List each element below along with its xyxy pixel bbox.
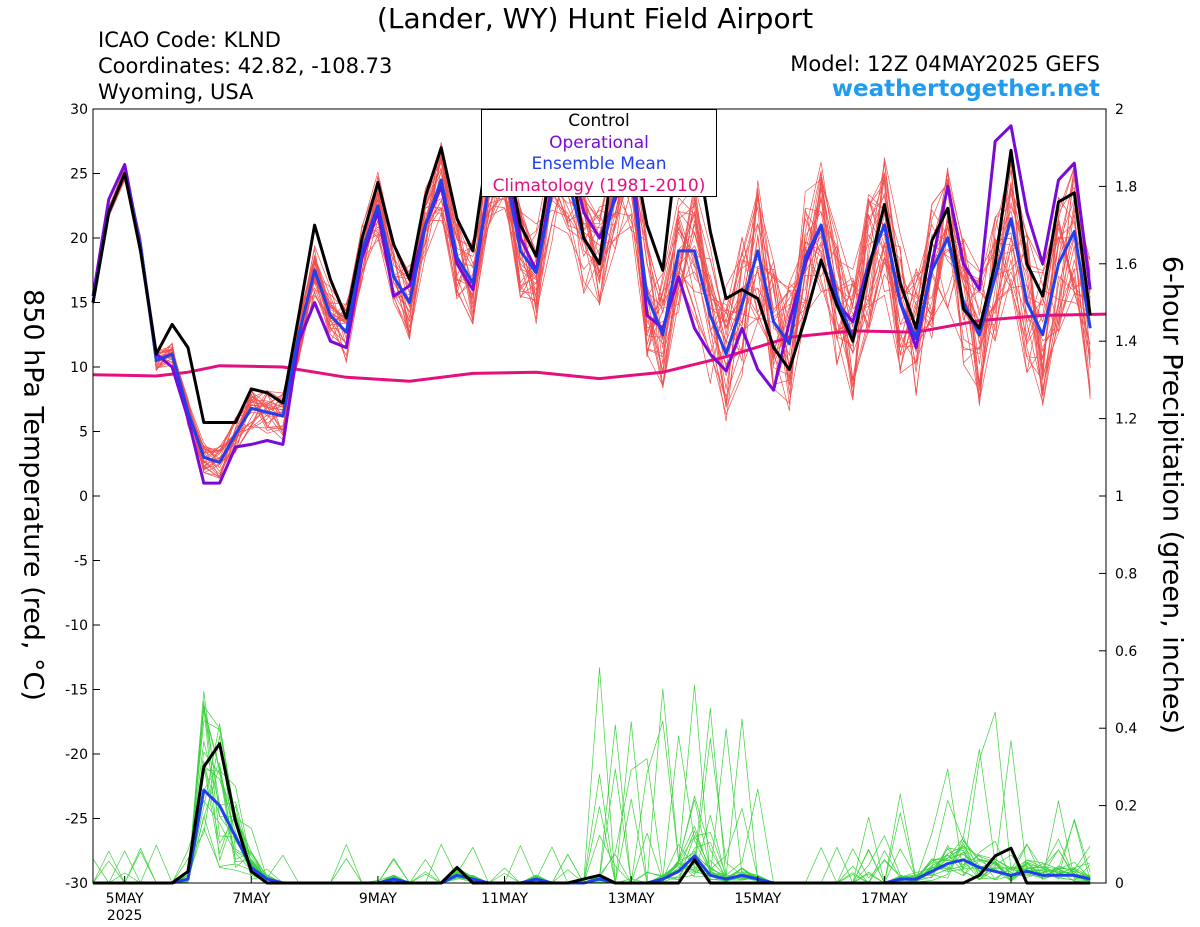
x-tick-label: 7MAY <box>232 891 270 907</box>
y2-tick-label: 1.6 <box>1115 257 1137 273</box>
icao-code: ICAO Code: KLND <box>98 28 281 52</box>
y-tick-label: 10 <box>70 360 88 376</box>
ensemble-temperature-member-line <box>92 135 1091 451</box>
y2-tick-label: 0.6 <box>1115 644 1137 660</box>
y2-tick-label: 0.4 <box>1115 721 1137 737</box>
y-tick-label: -25 <box>65 812 88 828</box>
y-axis-label-left: 850 hPa Temperature (red, °C) <box>17 289 49 701</box>
x-tick-label: 17MAY <box>861 891 908 907</box>
ensemble-mean-precipitation-line <box>93 788 1091 885</box>
main-series-lines <box>91 124 1107 885</box>
y-tick-label: 25 <box>70 167 88 183</box>
x-tick-label: 13MAY <box>608 891 655 907</box>
ensemble-precipitation-member-line <box>93 707 1091 884</box>
y-tick-label: 5 <box>79 425 88 441</box>
y-tick-label: 30 <box>70 102 88 118</box>
legend-climatology: Climatology (1981-2010) <box>492 175 706 196</box>
model-run: Model: 12Z 04MAY2025 GEFS <box>790 52 1100 76</box>
y-tick-label: 0 <box>79 489 88 505</box>
y2-tick-label: 1.8 <box>1115 179 1137 195</box>
control-temperature-line <box>91 133 1092 424</box>
x-tick-label: 9MAY <box>359 891 397 907</box>
ensemble-temperature-member-line <box>92 133 1091 464</box>
y-tick-label: -5 <box>74 554 88 570</box>
y2-tick-label: 1 <box>1115 489 1124 505</box>
y-tick-label: -15 <box>65 683 88 699</box>
ensemble-precipitation-member-line <box>93 709 1091 884</box>
x-tick-label: 5MAY <box>106 891 144 907</box>
x-tick-label: 15MAY <box>734 891 781 907</box>
legend: Control Operational Ensemble Mean Climat… <box>481 109 717 197</box>
legend-operational: Operational <box>549 132 649 153</box>
y-tick-label: 20 <box>70 231 88 247</box>
coordinates: Coordinates: 42.82, -108.73 <box>98 54 393 78</box>
ensemble-precipitation-member-line <box>93 707 1091 884</box>
y2-tick-label: 2 <box>1115 102 1124 118</box>
y-tick-label: -10 <box>65 618 88 634</box>
y2-tick-label: 1.4 <box>1115 334 1137 350</box>
legend-ensemble-mean: Ensemble Mean <box>531 154 667 174</box>
y2-tick-label: 0 <box>1115 876 1124 892</box>
x-tick-label: 11MAY <box>481 891 528 907</box>
legend-control: Control <box>568 111 630 131</box>
y2-tick-label: 1.2 <box>1115 412 1137 428</box>
ensemble-precipitation-member-line <box>93 707 1091 884</box>
ensemble-temperature-members <box>92 115 1091 479</box>
y-tick-label: 15 <box>70 296 88 312</box>
site-link[interactable]: weathertogether.net <box>831 76 1100 102</box>
axis-ticks: -30-25-20-15-10-505101520253000.20.40.60… <box>65 102 1137 924</box>
y-tick-label: -20 <box>65 747 88 763</box>
y-tick-label: -30 <box>65 876 88 892</box>
chart-title: (Lander, WY) Hunt Field Airport <box>376 2 814 35</box>
region: Wyoming, USA <box>98 80 254 104</box>
y2-tick-label: 0.2 <box>1115 799 1137 815</box>
y2-tick-label: 0.8 <box>1115 566 1137 582</box>
x-tick-year-label: 2025 <box>107 908 143 924</box>
y-axis-label-right: 6-hour Precipitation (green, inches) <box>1156 255 1188 735</box>
x-tick-label: 19MAY <box>988 891 1035 907</box>
climatology-line <box>92 312 1107 383</box>
